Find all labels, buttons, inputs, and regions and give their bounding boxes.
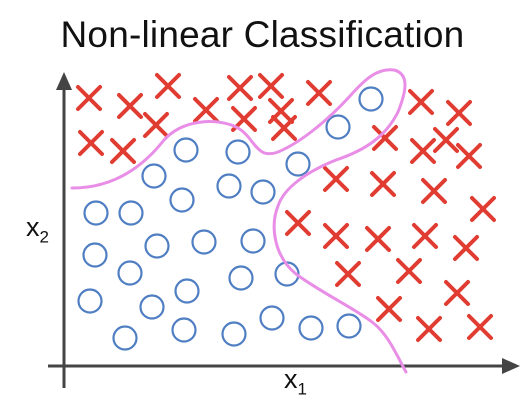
x-axis-arrowhead (502, 358, 520, 374)
circle-marker (336, 313, 362, 339)
cross-marker (323, 166, 349, 192)
cross-marker (412, 223, 438, 249)
cross-marker (323, 223, 349, 249)
cross-marker (433, 127, 459, 153)
circle-marker (112, 325, 138, 351)
x-axis-label: x1 (284, 364, 307, 399)
circle-marker (171, 317, 197, 343)
circle-marker (191, 229, 217, 255)
circle-marker (216, 173, 242, 199)
cross-marker (408, 89, 434, 115)
y-axis-arrowhead (56, 72, 72, 90)
circle-marker (144, 233, 170, 259)
circle-marker (225, 139, 251, 165)
cross-marker (446, 100, 472, 126)
circle-marker (240, 228, 266, 254)
cross-marker (193, 97, 219, 123)
circle-marker (221, 321, 247, 347)
cross-marker (421, 178, 447, 204)
cross-marker (335, 261, 361, 287)
circle-marker (358, 86, 384, 112)
cross-marker (396, 258, 422, 284)
cross-marker (271, 115, 297, 141)
cross-marker (227, 75, 253, 101)
cross-marker (365, 226, 391, 252)
circle-marker (250, 179, 276, 205)
circle-marker (83, 200, 109, 226)
decision-boundary (70, 68, 408, 374)
cross-marker (470, 196, 496, 222)
axes (48, 72, 520, 388)
diagram-title: Non-linear Classification (60, 14, 465, 55)
circle-marker (77, 288, 103, 314)
cross-marker (370, 171, 396, 197)
data-points (76, 73, 496, 351)
circle-marker (174, 278, 200, 304)
cross-marker (456, 143, 482, 169)
circle-marker (173, 137, 199, 163)
circle-marker (325, 114, 351, 140)
cross-marker (410, 138, 436, 164)
cross-marker (372, 125, 398, 151)
cross-marker (444, 280, 470, 306)
cross-marker (453, 235, 479, 261)
circle-marker (259, 305, 285, 331)
cross-marker (376, 296, 402, 322)
circle-marker (118, 200, 144, 226)
circle-marker (139, 294, 165, 320)
circle-marker (117, 260, 143, 286)
circle-marker (298, 315, 324, 341)
cross-marker (78, 130, 104, 156)
circle-marker (82, 242, 108, 268)
cross-marker (110, 138, 136, 164)
circle-marker (169, 187, 195, 213)
cross-marker (467, 314, 493, 340)
cross-marker (76, 85, 102, 111)
circle-marker (141, 163, 167, 189)
cross-marker (416, 316, 442, 342)
cross-marker (285, 210, 311, 236)
y-axis-label: x2 (26, 212, 49, 247)
circle-marker (285, 151, 311, 177)
cross-marker (117, 93, 143, 119)
cross-marker (155, 73, 181, 99)
cross-marker (143, 112, 169, 138)
circle-marker (228, 265, 254, 291)
cross-marker (306, 80, 332, 106)
cross-marker (258, 73, 284, 99)
